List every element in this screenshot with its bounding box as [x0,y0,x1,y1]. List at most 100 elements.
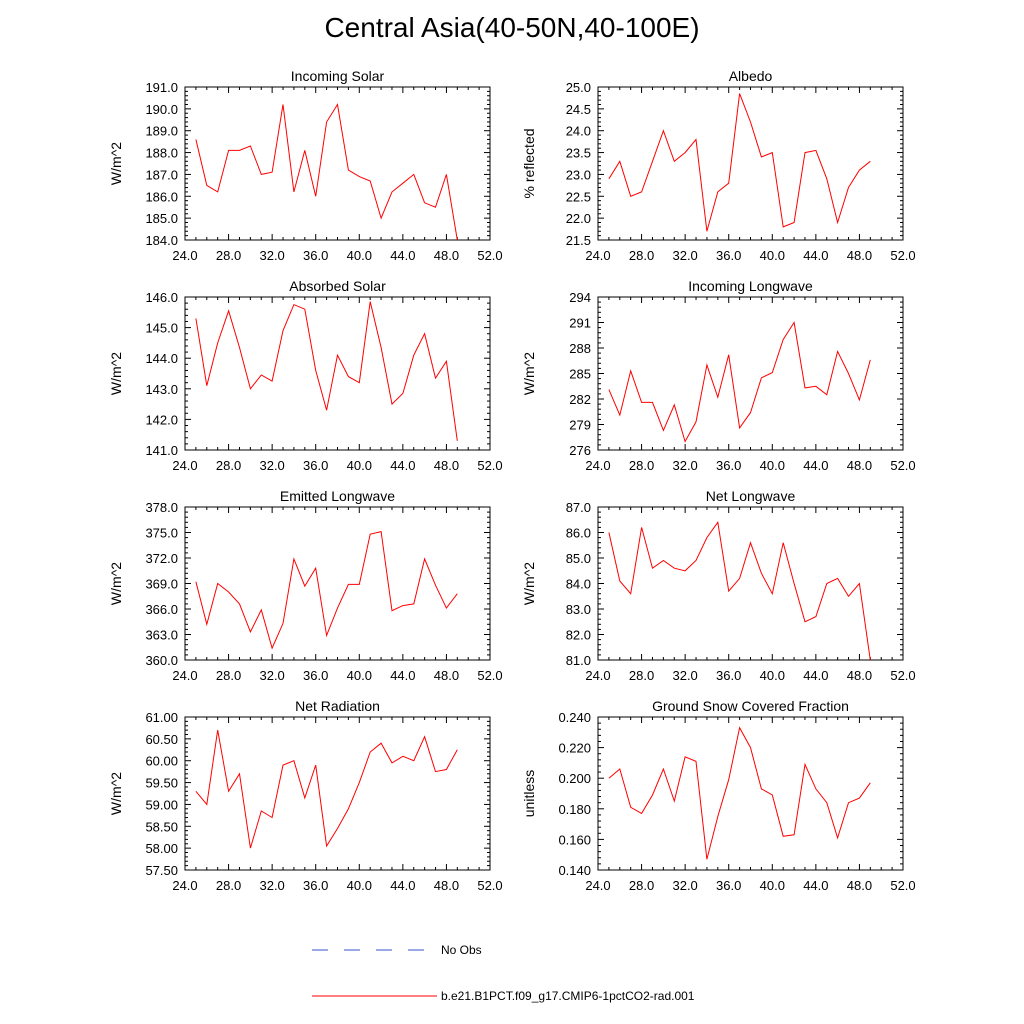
panel-net-radiation: Net Radiation W/m^2 24.0 28.0 32.0 36.0 40.0 44… [108,698,503,893]
x-tick-label: 32.0 [672,458,697,473]
y-tick-label: 185.0 [145,211,178,226]
panel-title: Absorbed Solar [289,278,386,294]
x-tick-label: 40.0 [760,248,785,263]
y-tick-label: 60.50 [145,732,178,747]
y-tick-label: 363.0 [145,628,178,643]
y-tick-label: 24.5 [566,102,591,117]
x-tick-label: 24.0 [585,458,610,473]
x-tick-label: 40.0 [347,668,372,683]
legend: No Obs b.e21.B1PCT.f09_g17.CMIP6-1pctCO2-… [312,943,695,1003]
y-axis-label: W/m^2 [521,352,537,395]
y-tick-label: 285 [569,367,591,382]
x-tick-label: 44.0 [803,458,828,473]
y-tick-label: 372.0 [145,551,178,566]
x-tick-label: 44.0 [390,878,415,893]
y-tick-label: 81.0 [566,653,591,668]
y-tick-label: 360.0 [145,653,178,668]
x-tick-label: 32.0 [259,878,284,893]
y-tick-label: 60.00 [145,754,178,769]
y-tick-label: 145.0 [145,321,178,336]
series-line [195,530,458,650]
y-tick-label: 143.0 [145,382,178,397]
x-tick-label: 32.0 [259,458,284,473]
y-tick-label: 279 [569,418,591,433]
y-tick-label: 0.180 [558,802,591,817]
figure-title: Central Asia(40-50N,40-100E) [324,12,700,43]
panel-title: Ground Snow Covered Fraction [652,698,849,714]
x-tick-label: 36.0 [716,458,741,473]
y-tick-label: 0.240 [558,710,591,725]
y-axis-label: W/m^2 [521,562,537,605]
series-line [608,321,871,443]
x-tick-label: 24.0 [172,668,197,683]
y-tick-label: 59.50 [145,776,178,791]
x-tick-label: 48.0 [434,248,459,263]
x-tick-label: 32.0 [672,668,697,683]
x-tick-label: 52.0 [890,878,915,893]
y-tick-label: 82.0 [566,628,591,643]
x-tick-label: 24.0 [585,878,610,893]
x-tick-label: 28.0 [629,878,654,893]
x-tick-label: 48.0 [847,458,872,473]
y-tick-label: 84.0 [566,577,591,592]
x-tick-label: 40.0 [760,458,785,473]
y-tick-label: 186.0 [145,189,178,204]
x-tick-label: 40.0 [347,458,372,473]
x-tick-label: 44.0 [390,248,415,263]
x-tick-label: 40.0 [347,878,372,893]
panel-title: Net Radiation [295,698,380,714]
y-tick-label: 142.0 [145,412,178,427]
panel-emitted-longwave: Emitted Longwave W/m^2 24.0 28.0 32.0 36.0 40.… [108,488,503,683]
x-tick-label: 44.0 [803,248,828,263]
x-tick-label: 44.0 [390,458,415,473]
y-axis-label: W/m^2 [108,142,124,185]
x-tick-label: 24.0 [172,878,197,893]
x-tick-label: 52.0 [890,668,915,683]
y-tick-label: 61.00 [145,710,178,725]
x-tick-label: 52.0 [477,458,502,473]
y-tick-label: 375.0 [145,526,178,541]
panel-absorbed-solar: Absorbed Solar W/m^2 24.0 28.0 32.0 36.0 40.0 4… [108,278,503,473]
y-axis-label: W/m^2 [108,562,124,605]
x-tick-label: 24.0 [172,248,197,263]
y-tick-label: 58.00 [145,841,178,856]
x-tick-label: 36.0 [303,248,328,263]
series-line [195,730,458,849]
panel-incoming-solar: Incoming Solar W/m^2 24.0 28.0 32.0 36.0 40.0 4… [108,68,503,263]
x-tick-label: 28.0 [629,248,654,263]
x-tick-label: 48.0 [847,668,872,683]
panel-title: Emitted Longwave [280,488,395,504]
plot-frame [184,296,491,451]
x-tick-label: 28.0 [216,248,241,263]
panel-title: Incoming Solar [291,68,385,84]
x-tick-label: 24.0 [585,248,610,263]
x-tick-label: 44.0 [803,878,828,893]
y-tick-label: 59.00 [145,797,178,812]
y-tick-label: 22.0 [566,211,591,226]
plot-frame [597,716,904,871]
x-tick-label: 48.0 [847,248,872,263]
y-tick-label: 369.0 [145,577,178,592]
y-tick-label: 188.0 [145,146,178,161]
x-tick-label: 36.0 [716,878,741,893]
x-tick-label: 44.0 [803,668,828,683]
y-tick-label: 190.0 [145,102,178,117]
x-tick-label: 32.0 [259,668,284,683]
x-tick-label: 36.0 [716,668,741,683]
x-tick-label: 28.0 [629,458,654,473]
series-line [608,93,871,232]
y-axis-label: W/m^2 [108,352,124,395]
panel-net-longwave: Net Longwave W/m^2 24.0 28.0 32.0 36.0 40.0 44.… [521,488,916,683]
x-tick-label: 32.0 [259,248,284,263]
y-tick-label: 0.160 [558,832,591,847]
panel-title: Incoming Longwave [688,278,813,294]
x-tick-label: 52.0 [890,248,915,263]
series-line [195,301,458,441]
y-tick-label: 86.0 [566,526,591,541]
y-tick-label: 288 [569,341,591,356]
y-tick-label: 87.0 [566,500,591,515]
y-tick-label: 146.0 [145,290,178,305]
y-tick-label: 378.0 [145,500,178,515]
y-tick-label: 85.0 [566,551,591,566]
